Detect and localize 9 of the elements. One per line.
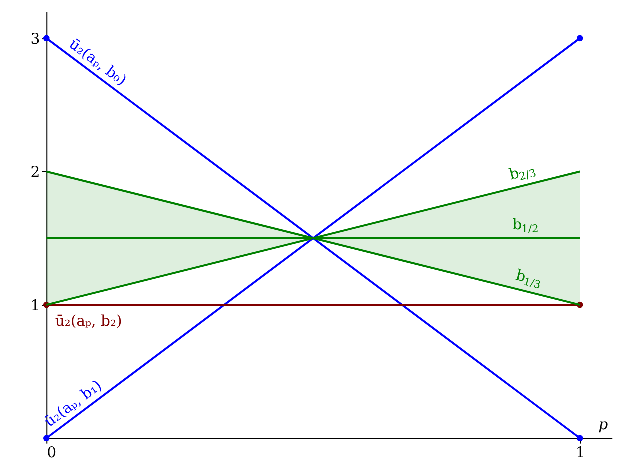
series-label: ū₂(aₚ, b₂) <box>55 312 122 330</box>
text: ū₂(aₚ, b₁) <box>41 376 106 431</box>
text: b1/3 <box>514 266 542 292</box>
y-tick-label: 1 <box>30 296 40 315</box>
x-axis-title: p <box>598 415 609 434</box>
y-tick-label: 3 <box>30 30 40 48</box>
x-tick-label: 0 <box>47 444 57 462</box>
y-tick-label: 2 <box>30 163 40 182</box>
text: b2/3 <box>508 164 538 184</box>
